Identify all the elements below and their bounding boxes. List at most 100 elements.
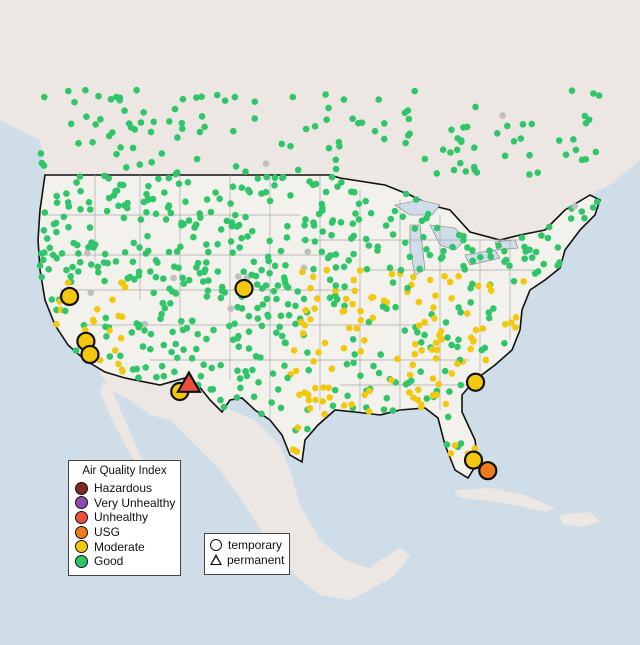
station-dot: [254, 315, 262, 322]
station-dot: [589, 204, 597, 211]
station-dot: [474, 282, 482, 290]
station-marker-temporary[interactable]: [478, 461, 498, 481]
station-dot: [266, 269, 273, 277]
station-marker-temporary[interactable]: [463, 450, 484, 470]
station-dot: [178, 119, 186, 127]
station-dot: [448, 126, 455, 134]
station-dot: [461, 266, 469, 273]
station-dot: [501, 339, 508, 347]
station-dot: [266, 237, 273, 245]
station-marker-temporary[interactable]: [80, 344, 100, 365]
station-dot: [249, 366, 256, 374]
station-dot: [174, 354, 181, 362]
station-dot: [174, 134, 181, 141]
station-dot: [389, 279, 397, 286]
station-dot: [512, 324, 519, 331]
station-dot: [53, 199, 61, 206]
station-dot: [350, 359, 357, 367]
station-dot: [521, 255, 528, 262]
station-dot: [169, 288, 176, 295]
station-dot: [528, 120, 536, 128]
station-dot: [117, 352, 124, 360]
station-dot: [352, 210, 359, 217]
station-dot: [198, 93, 205, 100]
station-dot: [77, 206, 84, 213]
station-dot: [572, 146, 580, 154]
station-dot: [85, 199, 93, 206]
station-dot: [250, 258, 258, 266]
station-dot: [180, 346, 187, 354]
station-dot: [446, 278, 454, 286]
station-dot: [129, 258, 137, 266]
canada-landmass: [0, 0, 640, 240]
station-dot: [482, 356, 490, 364]
station-dot: [315, 210, 323, 218]
station-dot: [97, 116, 104, 123]
station-dot: [528, 254, 536, 261]
permanent-label: permanent: [227, 552, 285, 567]
station-dot: [526, 246, 533, 254]
station-dot: [67, 273, 74, 280]
station-dot: [60, 213, 68, 221]
station-dot: [238, 234, 245, 242]
station-dot: [377, 351, 385, 358]
very-unhealthy-swatch: [75, 496, 88, 510]
station-dot: [38, 250, 45, 257]
station-dot: [160, 372, 168, 380]
station-dot: [415, 322, 423, 329]
station-dot: [520, 278, 527, 285]
station-dot: [112, 187, 119, 195]
station-marker-temporary[interactable]: [465, 372, 486, 392]
station-dot: [362, 197, 370, 205]
station-dot: [451, 442, 459, 449]
station-dot: [526, 151, 533, 159]
station-dot: [312, 396, 319, 404]
station-dot: [135, 374, 142, 382]
station-dot: [208, 364, 215, 372]
station-dot: [63, 190, 70, 197]
station-dot: [120, 214, 128, 222]
station-dot: [358, 119, 366, 126]
station-dot: [294, 288, 302, 295]
station-dot: [323, 116, 330, 123]
station-dot: [217, 294, 225, 302]
station-dot: [84, 249, 91, 257]
station-dot: [170, 263, 178, 271]
station-dot: [166, 118, 173, 125]
station-dot: [366, 387, 373, 395]
station-dot: [405, 379, 412, 387]
station-dot: [149, 195, 157, 203]
station-marker-permanent[interactable]: [176, 370, 202, 393]
station-dot: [309, 273, 317, 281]
station-dot: [344, 392, 351, 400]
station-dot: [150, 289, 157, 297]
station-dot: [412, 196, 420, 203]
station-dot: [357, 307, 364, 315]
station-marker-temporary[interactable]: [59, 286, 80, 307]
station-dot: [504, 122, 511, 130]
station-dot: [508, 319, 515, 326]
station-dot: [326, 276, 334, 284]
station-dot: [301, 389, 309, 396]
station-dot: [216, 195, 223, 203]
station-dot: [67, 120, 75, 128]
station-dot: [159, 299, 167, 307]
station-dot: [439, 146, 447, 153]
station-dot: [271, 174, 279, 181]
station-dot: [299, 268, 306, 276]
usg-swatch: [75, 525, 88, 539]
station-dot: [94, 263, 102, 271]
station-dot: [281, 362, 288, 370]
station-dot: [277, 404, 285, 412]
station-dot: [578, 156, 586, 164]
station-dot: [415, 386, 422, 394]
station-dot: [86, 224, 94, 231]
station-dot: [254, 175, 262, 182]
station-dot: [236, 244, 243, 251]
station-dot: [463, 310, 471, 317]
station-marker-temporary[interactable]: [234, 278, 254, 299]
station-dot: [394, 355, 401, 363]
legend-label: USG: [94, 525, 121, 540]
station-dot: [410, 273, 417, 281]
station-dot: [283, 283, 291, 291]
